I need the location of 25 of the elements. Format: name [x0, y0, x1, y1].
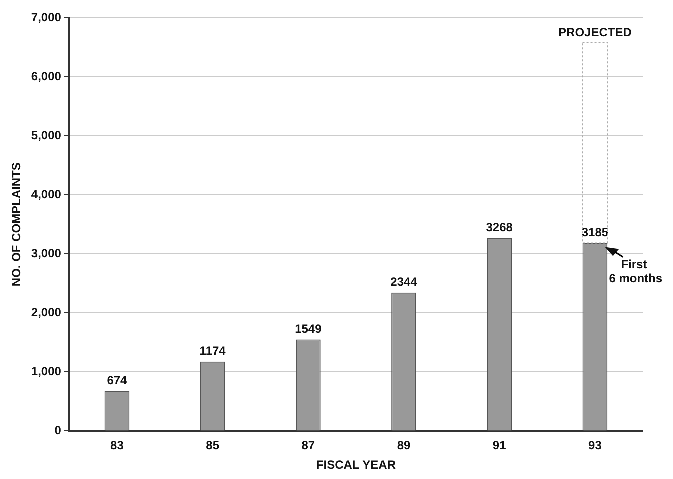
x-tick-label: 91 [492, 438, 507, 453]
data-label: 3268 [486, 220, 514, 235]
data-label: 3185 [582, 226, 609, 240]
data-label: 674 [107, 374, 128, 388]
y-tick-label: 4,000 [31, 187, 62, 202]
y-tick-label: 6,000 [31, 69, 62, 84]
x-axis-title: FISCAL YEAR [316, 458, 396, 472]
annotation: PROJECTED [558, 26, 632, 40]
y-axis-title: NO. OF COMPLAINTS [10, 162, 24, 287]
annotation: First 6 months [609, 258, 663, 286]
x-tick-label: 83 [110, 438, 124, 453]
bar [582, 42, 608, 244]
x-tick-label: 93 [588, 438, 602, 453]
x-tick-label: 89 [397, 438, 412, 453]
x-tick-label: 85 [206, 438, 220, 453]
data-label: 1549 [295, 322, 322, 336]
y-tick-label: 3,000 [31, 246, 62, 260]
y-tick-label: 5,000 [31, 128, 62, 142]
y-tick-label: 0 [54, 424, 62, 438]
y-tick-label: 2,000 [31, 305, 62, 320]
y-tick-label: 7,000 [31, 10, 62, 24]
data-label: 2344 [390, 275, 418, 290]
data-label: 1174 [200, 344, 226, 358]
x-tick-label: 87 [302, 438, 316, 453]
y-tick-label: 1,000 [31, 364, 62, 378]
